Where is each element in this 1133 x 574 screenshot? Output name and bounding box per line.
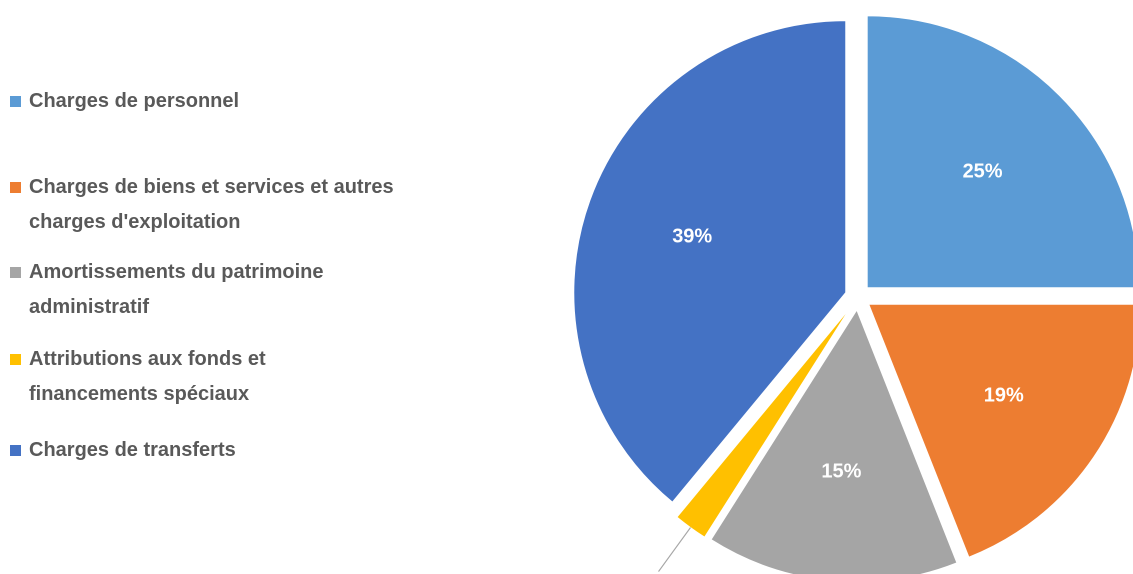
legend-swatch — [10, 267, 21, 278]
pie-slice — [866, 15, 1133, 289]
legend-item: Amortissements du patrimoine administrat… — [10, 255, 400, 325]
pie-slice — [710, 308, 958, 574]
legend-label: Charges de transferts — [29, 439, 236, 461]
legend-item: Charges de transferts — [10, 433, 400, 468]
legend-label: Amortissements du patrimoine administrat… — [29, 261, 324, 318]
legend-label: Charges de biens et services et autres c… — [29, 176, 394, 233]
data-label: 19% — [984, 384, 1024, 406]
pie-slice — [573, 20, 847, 503]
legend-item: Charges de personnel — [10, 84, 400, 119]
legend-swatch — [10, 96, 21, 107]
legend-swatch — [10, 445, 21, 456]
legend-item: Attributions aux fonds et financements s… — [10, 342, 400, 412]
legend-swatch — [10, 182, 21, 193]
legend-item: Charges de biens et services et autres c… — [10, 170, 400, 240]
legend-swatch — [10, 354, 21, 365]
data-label: 39% — [672, 226, 712, 248]
pie-slice — [868, 303, 1133, 558]
legend-label: Attributions aux fonds et financements s… — [29, 348, 266, 405]
data-label: 25% — [963, 161, 1003, 183]
legend-label: Charges de personnel — [29, 90, 240, 112]
data-label: 15% — [821, 461, 861, 483]
leader-line — [658, 527, 691, 572]
